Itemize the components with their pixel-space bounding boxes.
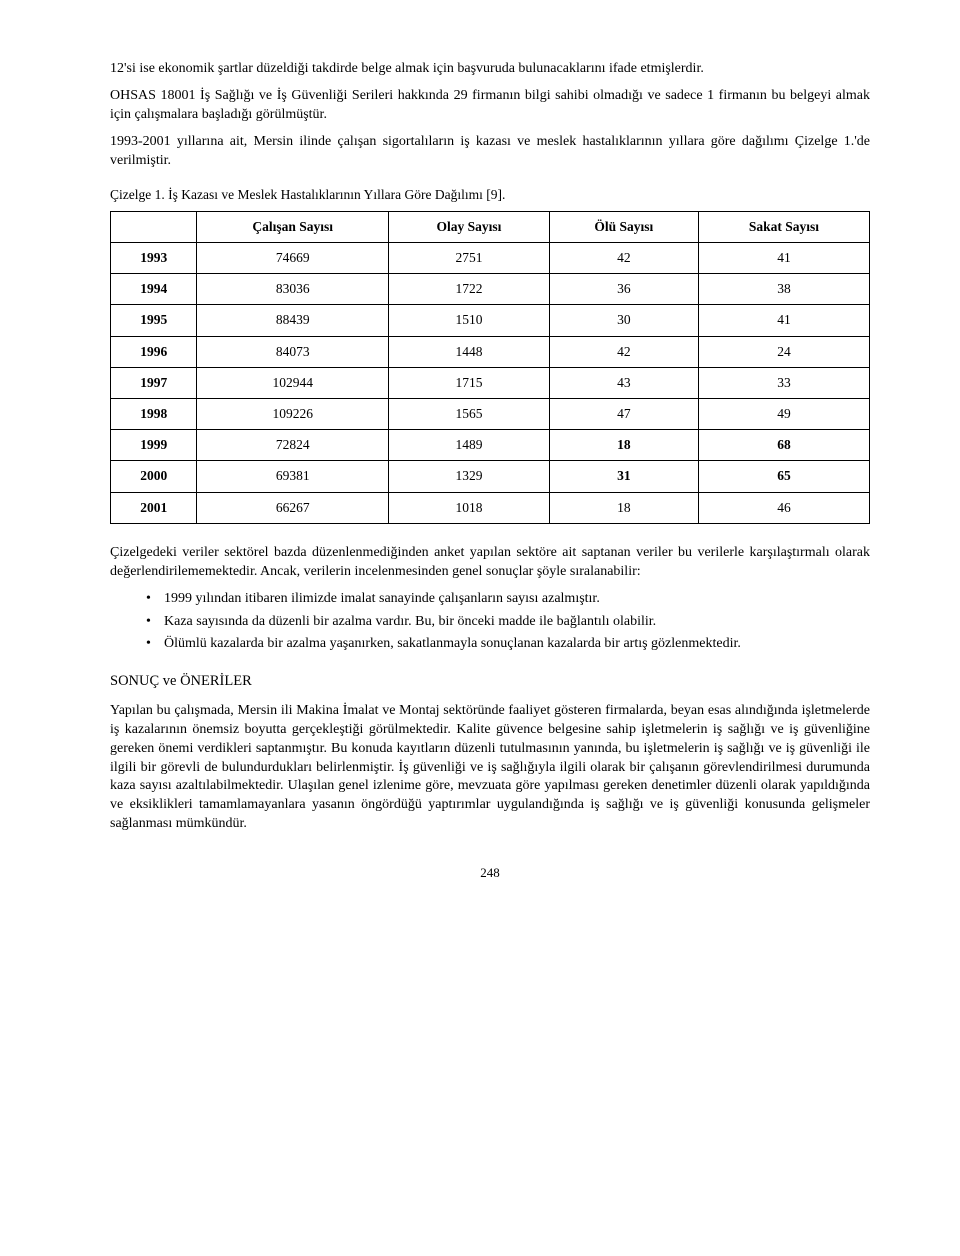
table-cell: 38: [698, 274, 869, 305]
paragraph-intro-2: OHSAS 18001 İş Sağlığı ve İş Güvenliği S…: [110, 87, 870, 125]
th-olay: Olay Sayısı: [389, 211, 550, 242]
list-item: Kaza sayısında da düzenli bir azalma var…: [146, 613, 870, 632]
table-header-row: Çalışan Sayısı Olay Sayısı Ölü Sayısı Sa…: [111, 211, 870, 242]
table-cell: 74669: [197, 242, 389, 273]
table-cell: 36: [549, 274, 698, 305]
section-title: SONUÇ ve ÖNERİLER: [110, 672, 870, 692]
table-cell: 46: [698, 492, 869, 523]
table-cell: 31: [549, 461, 698, 492]
table-cell: 1996: [111, 336, 197, 367]
table-cell: 1018: [389, 492, 550, 523]
table-row: 19937466927514241: [111, 242, 870, 273]
table-row: 20006938113293165: [111, 461, 870, 492]
paragraph-intro-3: 1993-2001 yıllarına ait, Mersin ilinde ç…: [110, 133, 870, 171]
th-year: [111, 211, 197, 242]
table-cell: 30: [549, 305, 698, 336]
table-cell: 42: [549, 336, 698, 367]
table-cell: 1510: [389, 305, 550, 336]
table-cell: 1722: [389, 274, 550, 305]
list-item: Ölümlü kazalarda bir azalma yaşanırken, …: [146, 635, 870, 654]
table-row: 199710294417154333: [111, 367, 870, 398]
table-cell: 49: [698, 398, 869, 429]
table-cell: 18: [549, 430, 698, 461]
table-cell: 1565: [389, 398, 550, 429]
table-row: 19968407314484224: [111, 336, 870, 367]
table-cell: 1993: [111, 242, 197, 273]
table-cell: 43: [549, 367, 698, 398]
table-row: 19997282414891868: [111, 430, 870, 461]
table-cell: 65: [698, 461, 869, 492]
table-cell: 2751: [389, 242, 550, 273]
th-olu: Ölü Sayısı: [549, 211, 698, 242]
table-cell: 84073: [197, 336, 389, 367]
table-cell: 102944: [197, 367, 389, 398]
table-cell: 83036: [197, 274, 389, 305]
data-table: Çalışan Sayısı Olay Sayısı Ölü Sayısı Sa…: [110, 211, 870, 524]
table-cell: 1715: [389, 367, 550, 398]
paragraph-conclusion: Yapılan bu çalışmada, Mersin ili Makina …: [110, 702, 870, 834]
table-cell: 1995: [111, 305, 197, 336]
bullet-list: 1999 yılından itibaren ilimizde imalat s…: [110, 590, 870, 655]
table-cell: 33: [698, 367, 869, 398]
table-row: 20016626710181846: [111, 492, 870, 523]
list-item: 1999 yılından itibaren ilimizde imalat s…: [146, 590, 870, 609]
table-cell: 24: [698, 336, 869, 367]
table-cell: 66267: [197, 492, 389, 523]
table-cell: 2000: [111, 461, 197, 492]
table-caption: Çizelge 1. İş Kazası ve Meslek Hastalıkl…: [110, 186, 870, 204]
table-row: 19948303617223638: [111, 274, 870, 305]
table-cell: 1994: [111, 274, 197, 305]
table-row: 199810922615654749: [111, 398, 870, 429]
paragraph-after-table: Çizelgedeki veriler sektörel bazda düzen…: [110, 544, 870, 582]
table-cell: 1999: [111, 430, 197, 461]
th-calisan: Çalışan Sayısı: [197, 211, 389, 242]
table-cell: 72824: [197, 430, 389, 461]
table-cell: 1329: [389, 461, 550, 492]
table-cell: 41: [698, 305, 869, 336]
table-cell: 47: [549, 398, 698, 429]
paragraph-intro-1: 12'si ise ekonomik şartlar düzeldiği tak…: [110, 60, 870, 79]
table-row: 19958843915103041: [111, 305, 870, 336]
table-cell: 18: [549, 492, 698, 523]
table-cell: 2001: [111, 492, 197, 523]
table-cell: 42: [549, 242, 698, 273]
table-cell: 88439: [197, 305, 389, 336]
page-number: 248: [110, 864, 870, 882]
table-cell: 68: [698, 430, 869, 461]
table-cell: 69381: [197, 461, 389, 492]
table-cell: 109226: [197, 398, 389, 429]
table-cell: 1998: [111, 398, 197, 429]
table-cell: 1448: [389, 336, 550, 367]
table-cell: 1997: [111, 367, 197, 398]
table-cell: 41: [698, 242, 869, 273]
table-cell: 1489: [389, 430, 550, 461]
th-sakat: Sakat Sayısı: [698, 211, 869, 242]
